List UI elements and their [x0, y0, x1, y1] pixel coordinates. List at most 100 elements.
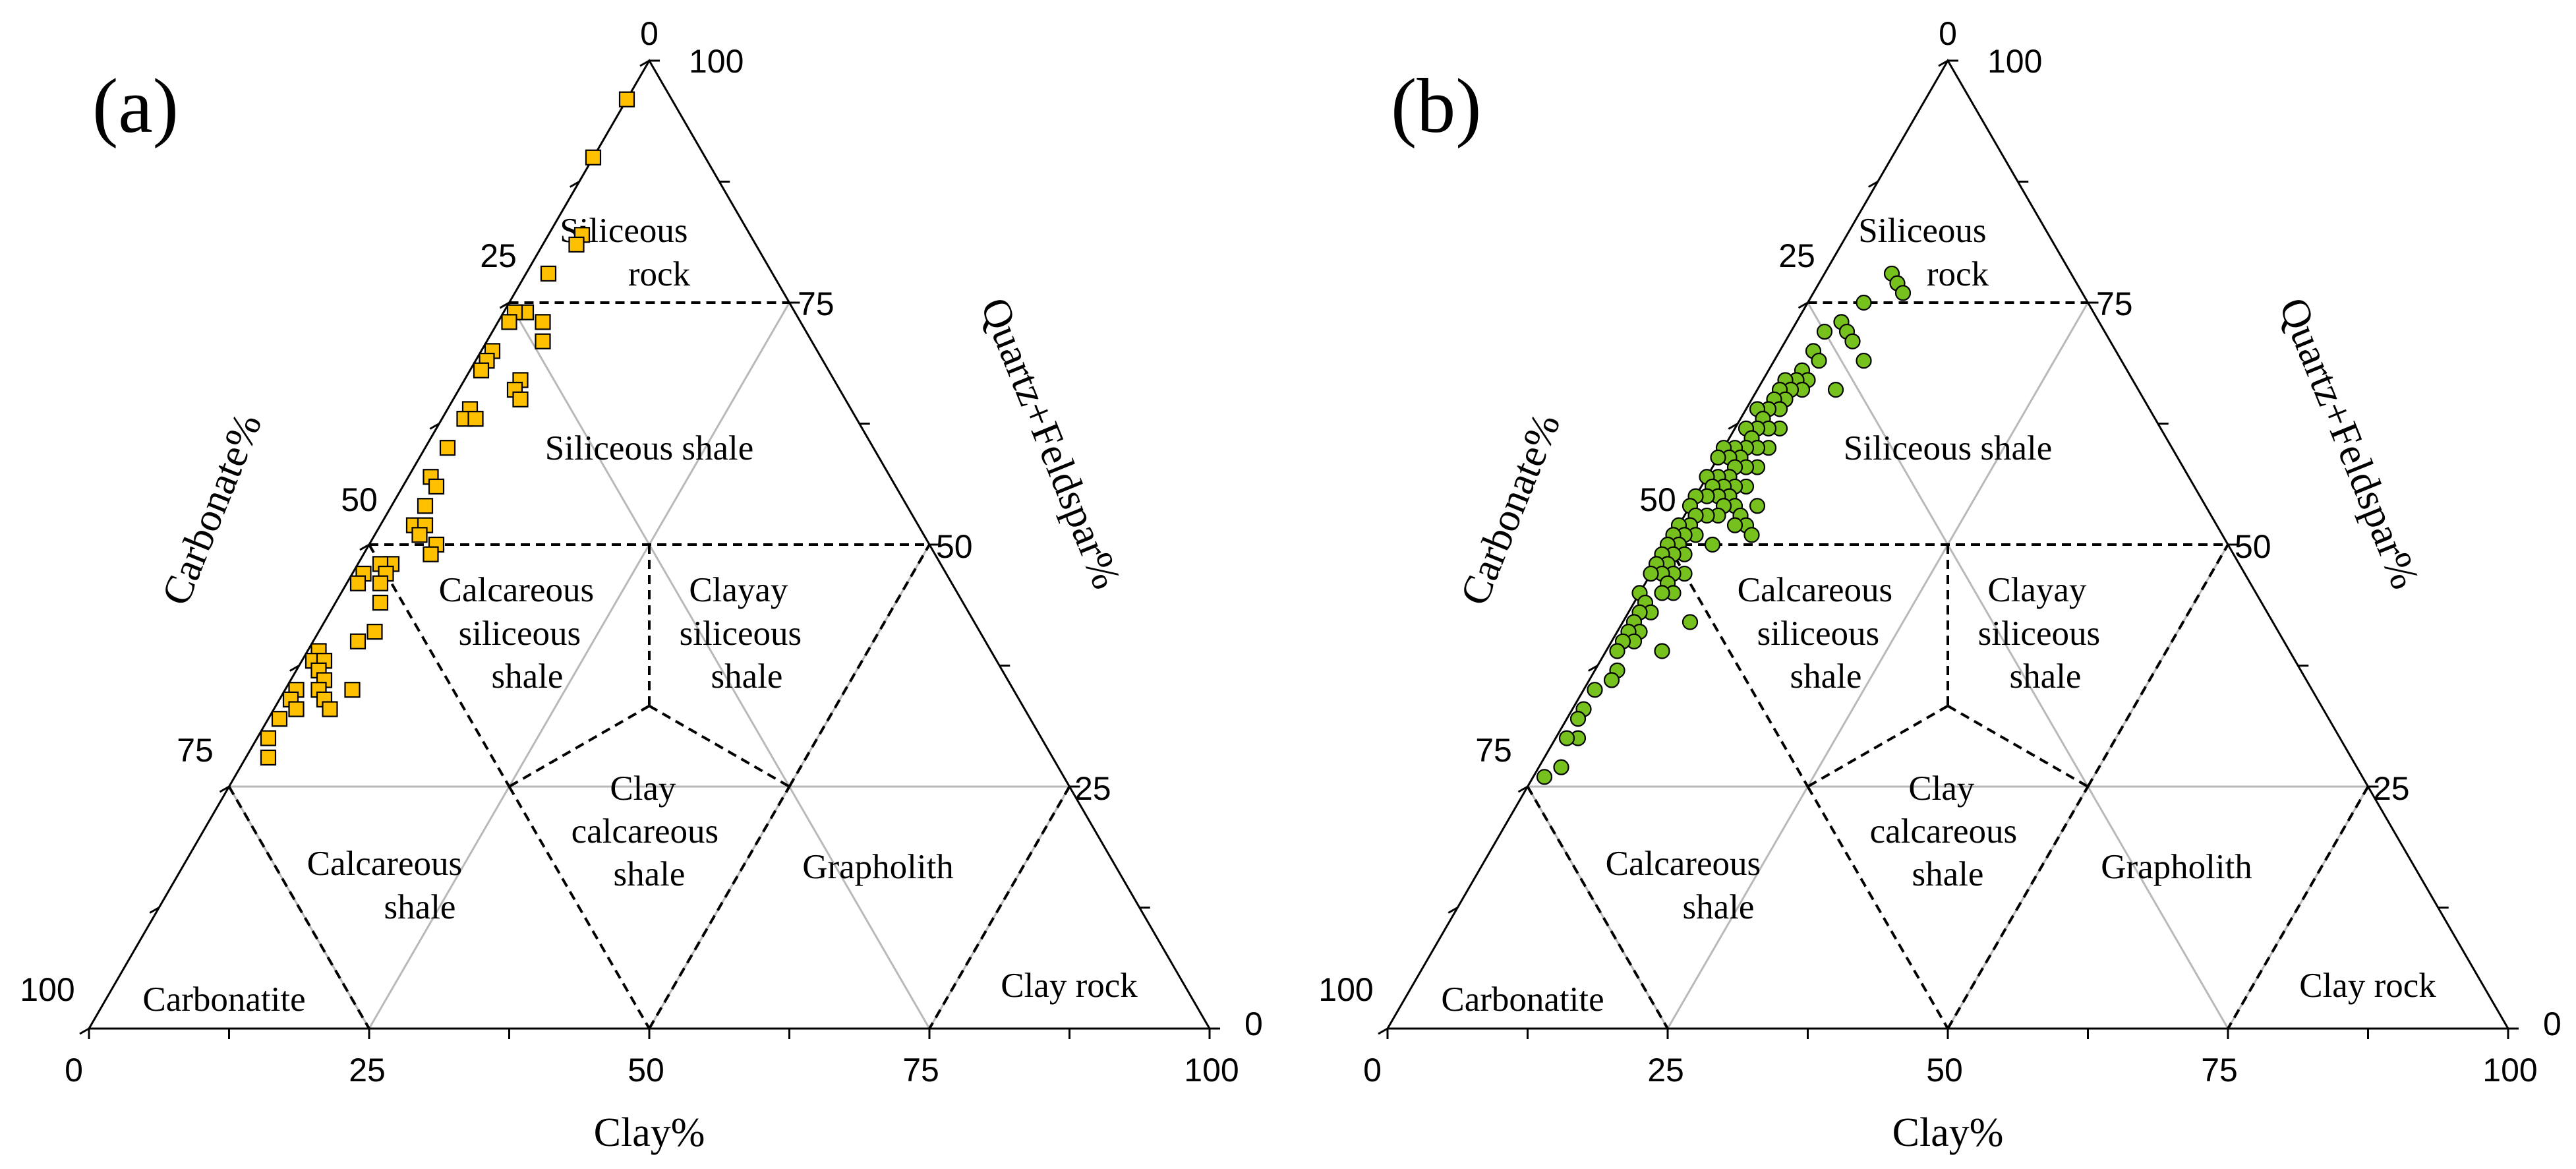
region-label-carbonatite: Carbonatite: [142, 980, 305, 1019]
region-label-clay-rock: Clay rock: [2299, 967, 2436, 1005]
class-boundaries: [227, 301, 1071, 1030]
qf-tick-label: 50: [2235, 528, 2271, 565]
panel-label: (b): [1391, 63, 1482, 149]
boundary-line: [508, 704, 650, 788]
data-point: [372, 594, 389, 611]
boundary-line: [1666, 543, 1809, 788]
clay-tick-label: 50: [1926, 1052, 1963, 1089]
grid-line: [508, 302, 931, 1029]
data-point: [1569, 711, 1587, 727]
data-point: [428, 478, 445, 495]
data-point: [366, 624, 383, 640]
data-point: [1726, 517, 1743, 533]
tick-marks: [79, 59, 1220, 1039]
data-point: [1553, 759, 1569, 775]
carbonate-axis-title: Carbonate%: [154, 407, 271, 612]
data-point: [411, 527, 428, 543]
clay-tick-label: 0: [65, 1052, 83, 1089]
grid-line: [1666, 302, 2089, 1029]
boundary-line: [1526, 785, 1669, 1030]
carbonate-tick: [1938, 59, 1948, 67]
region-label-grapholith: Grapholith: [802, 848, 954, 886]
data-point: [322, 701, 338, 717]
carbonate-tick-label: 50: [341, 481, 378, 518]
carbonate-tick-label: 50: [1639, 481, 1676, 518]
carbonate-tick-label: 25: [1778, 237, 1815, 274]
data-point: [1609, 643, 1625, 659]
data-point: [1856, 294, 1872, 311]
data-point: [260, 730, 277, 746]
boundary-line: [1947, 704, 2089, 788]
qf-tick-label: 25: [1074, 770, 1111, 807]
data-points: [1536, 265, 1912, 785]
clay-tick-label: 50: [628, 1052, 664, 1089]
carbonate-tick: [1378, 1027, 1388, 1035]
data-point: [1682, 614, 1699, 630]
carbonate-tick: [1728, 423, 1738, 430]
data-point: [473, 362, 490, 378]
carbonate-tick: [359, 543, 370, 551]
data-point: [1643, 565, 1659, 582]
region-label-siliceous-shale: Siliceous shale: [1844, 429, 2052, 467]
qf-tick-label: 100: [689, 43, 744, 80]
qf-tick-label: 75: [798, 285, 834, 322]
qf-tick-label: 75: [2096, 285, 2133, 322]
data-point: [260, 749, 277, 766]
data-point: [1816, 323, 1833, 340]
data-point: [1603, 672, 1620, 688]
boundary-line: [648, 785, 791, 1030]
data-point: [1844, 333, 1861, 349]
data-point: [1710, 449, 1726, 465]
boundary-line: [368, 543, 511, 788]
clay-tick-label: 75: [2201, 1052, 2238, 1089]
data-point: [512, 391, 529, 407]
qf-tick-label: 50: [936, 528, 973, 565]
data-point: [618, 91, 635, 107]
boundary-line: [1947, 785, 2090, 1030]
region-label-clayay-siliceous-shale: Clayay siliceous shale: [680, 571, 811, 696]
data-point: [439, 440, 456, 456]
carbonate-axis-title: Carbonate%: [1452, 407, 1569, 612]
data-point: [1558, 730, 1575, 746]
clay-tick-label: 25: [349, 1052, 386, 1089]
carbonate-tick: [219, 785, 230, 793]
clay-axis-title: Clay%: [594, 1110, 705, 1155]
data-point: [501, 314, 517, 330]
data-point: [535, 314, 551, 330]
boundary-line: [508, 785, 651, 1030]
grid-lines: [1527, 302, 2369, 1029]
carbonate-tick: [289, 665, 300, 672]
grid-lines: [228, 302, 1070, 1029]
region-label-calcareous-siliceous-shale: Calcareous siliceous shale: [1738, 571, 1902, 696]
data-point: [1743, 527, 1760, 543]
svg-text:(a): (a): [92, 63, 179, 149]
region-label-carbonatite: Carbonatite: [1441, 980, 1604, 1019]
quartz-feldspar-axis-title: Quartz+Feldspar%: [2270, 291, 2428, 595]
data-point: [1827, 382, 1844, 398]
boundary-line: [788, 543, 931, 788]
quartz-feldspar-axis-title: Quartz+Feldspar%: [972, 291, 1129, 595]
region-label-clay-calcareous-shale: Clay calcareous shale: [571, 769, 728, 893]
carbonate-tick: [1588, 665, 1598, 672]
clay-tick-label: 75: [902, 1052, 939, 1089]
data-point: [1587, 682, 1603, 698]
region-label-clay-calcareous-shale: Clay calcareous shale: [1870, 769, 2026, 893]
data-point: [349, 633, 366, 649]
data-point: [535, 333, 551, 349]
qf-tick-label: 0: [640, 15, 659, 52]
qf-tick-label: 25: [2373, 770, 2410, 807]
region-label-calcareous-siliceous-shale: Calcareous siliceous shale: [439, 571, 603, 696]
qf-tick-label: 100: [1987, 43, 2042, 80]
clay-tick-label: 25: [1647, 1052, 1684, 1089]
data-point: [349, 575, 366, 591]
clay-tick-label: 100: [1184, 1052, 1239, 1089]
panel-a: (a) 0 100 75 50 25 0 25 50 75 100 0 25 5…: [20, 15, 1263, 1155]
carbonate-tick: [149, 907, 160, 914]
tick-marks: [1378, 59, 2519, 1039]
carbonate-tick: [429, 423, 440, 430]
boundary-line: [1807, 704, 1948, 788]
panel-label: (a): [92, 63, 179, 149]
carbonate-tick: [639, 59, 650, 67]
data-point: [1749, 498, 1766, 514]
